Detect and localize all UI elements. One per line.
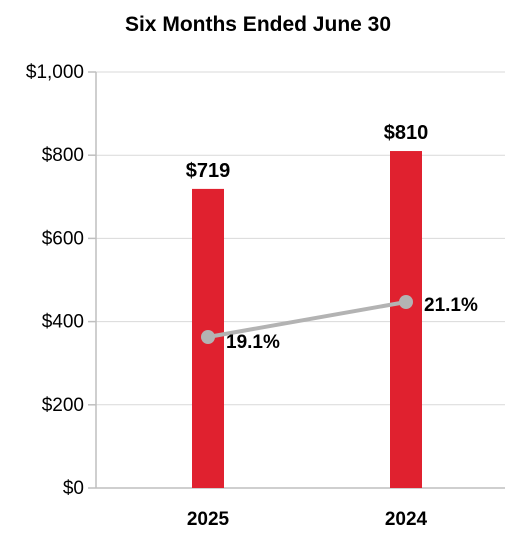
- bar-layer: [192, 151, 422, 489]
- bar-value-label: $719: [186, 160, 231, 182]
- bar-value-label: $810: [384, 122, 429, 144]
- margin-point-2025: [201, 330, 215, 344]
- margin-line: [207, 300, 407, 339]
- chart-title: Six Months Ended June 30: [125, 13, 391, 36]
- x-tick-label: 2025: [187, 509, 230, 530]
- axis-layer: $0 $200 $400 $600 $800 $1,000: [26, 62, 505, 499]
- y-tick-label: $0: [63, 478, 84, 499]
- y-tick-label: $400: [42, 312, 84, 333]
- label-layer: $719 2025 $810 2024 19.1% 21.1%: [186, 122, 478, 530]
- y-tick-label: $800: [42, 145, 84, 166]
- x-tick-label: 2024: [385, 509, 428, 530]
- y-tick-label: $1,000: [26, 62, 84, 83]
- line-layer: [201, 295, 413, 344]
- margin-label: 21.1%: [424, 295, 478, 316]
- bar-2024: [390, 151, 422, 489]
- y-tick-label: $600: [42, 228, 84, 249]
- grid-layer: [96, 71, 505, 406]
- margin-point-2024: [399, 295, 413, 309]
- margin-label: 19.1%: [226, 332, 280, 353]
- y-tick-label: $200: [42, 395, 84, 416]
